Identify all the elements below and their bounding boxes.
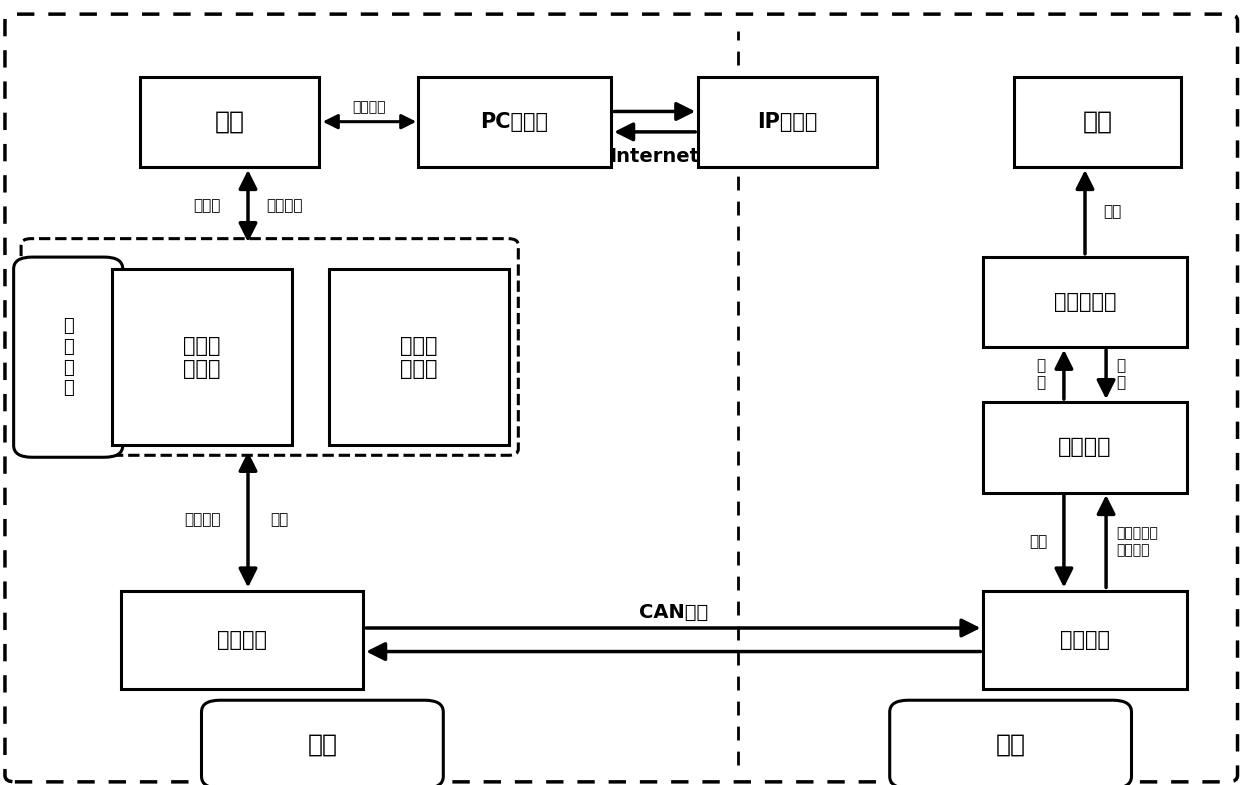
FancyBboxPatch shape [889,700,1131,785]
FancyBboxPatch shape [201,700,444,785]
FancyBboxPatch shape [418,77,610,167]
FancyBboxPatch shape [1014,77,1180,167]
Text: 导管、导丝: 导管、导丝 [1054,292,1116,312]
Text: 控制: 控制 [270,512,289,528]
Text: Internet: Internet [610,148,699,166]
Text: 力反馈: 力反馈 [193,198,221,214]
Text: 控制: 控制 [1029,534,1048,550]
FancyBboxPatch shape [330,268,508,445]
Text: 视觉反馈: 视觉反馈 [352,100,387,115]
Text: 主端: 主端 [308,732,337,756]
Text: PC显示屏: PC显示屏 [481,111,548,132]
FancyBboxPatch shape [982,402,1188,493]
Text: 主控制器: 主控制器 [217,630,267,650]
Text: IP摄像头: IP摄像头 [758,111,817,132]
Text: 导管操
作装置: 导管操 作装置 [184,335,221,379]
Text: 从操作器: 从操作器 [1058,437,1112,458]
Text: 控
制: 控 制 [1116,358,1125,391]
Text: 导丝操
作装置: 导丝操 作装置 [401,335,438,379]
FancyBboxPatch shape [982,591,1188,689]
FancyBboxPatch shape [122,591,362,689]
FancyBboxPatch shape [697,77,878,167]
Text: 主
操
作
器: 主 操 作 器 [63,317,73,397]
Text: 双手操作: 双手操作 [267,198,303,214]
Text: 操作信息: 操作信息 [185,512,221,528]
Text: 病人: 病人 [1083,110,1112,133]
Text: 介入: 介入 [1104,204,1122,220]
Text: 导管、导丝
受力信息: 导管、导丝 受力信息 [1116,527,1158,557]
Text: 从控制器: 从控制器 [1060,630,1110,650]
FancyBboxPatch shape [139,77,320,167]
Text: 医生: 医生 [215,110,244,133]
Text: 反
馈: 反 馈 [1037,358,1045,391]
Text: CAN通信: CAN通信 [639,603,708,622]
Text: 从端: 从端 [996,732,1025,756]
FancyBboxPatch shape [982,257,1188,347]
FancyBboxPatch shape [113,268,293,445]
FancyBboxPatch shape [14,257,123,457]
